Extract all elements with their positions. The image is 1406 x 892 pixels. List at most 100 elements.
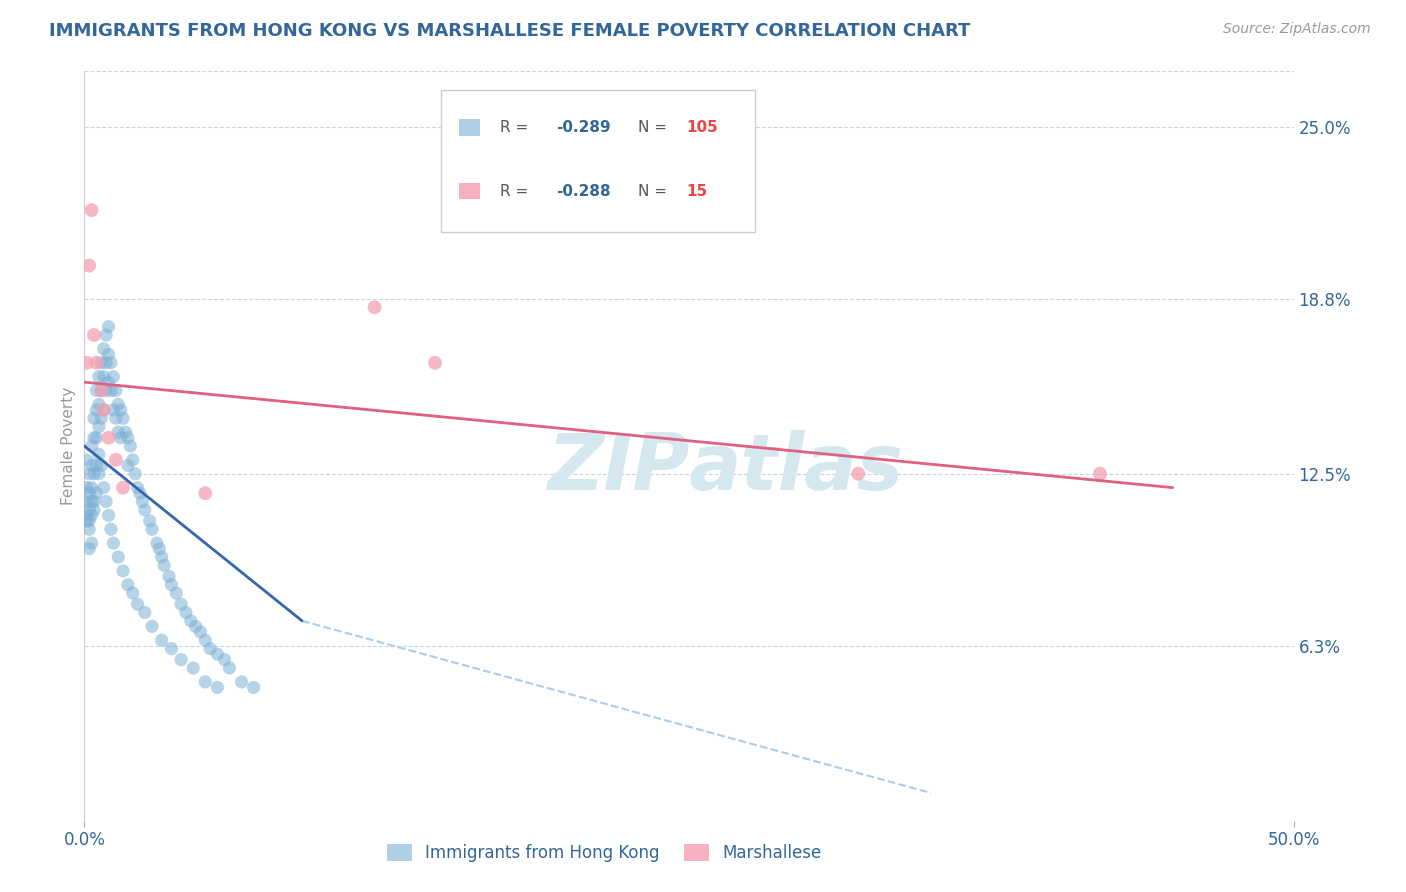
Bar [460,183,481,200]
Point [150,549,173,564]
Point [231,674,253,689]
Point [97,319,120,334]
Text: 105: 105 [686,120,718,135]
Point [76,494,98,508]
Point [86,486,108,500]
Point [90,384,112,398]
Point [100,356,122,370]
Point [146,536,169,550]
Point [181,661,204,675]
Text: IMMIGRANTS FROM HONG KONG VS MARSHALLESE FEMALE POVERTY CORRELATION CHART: IMMIGRANTS FROM HONG KONG VS MARSHALLESE… [49,22,970,40]
Text: Source: ZipAtlas.com: Source: ZipAtlas.com [1223,22,1371,37]
Point [83,328,105,343]
Text: N =: N = [638,184,672,199]
Point [117,458,139,473]
Point [165,586,187,600]
Point [76,356,98,370]
Point [100,384,122,398]
Point [90,411,112,425]
Point [93,403,115,417]
Text: R =: R = [501,184,533,199]
Point [80,439,103,453]
Point [121,453,143,467]
Point [93,369,115,384]
Point [80,494,103,508]
Point [153,558,176,573]
Point [80,508,103,523]
Point [76,481,98,495]
Point [112,481,135,495]
Point [94,384,117,398]
Point [104,411,127,425]
Point [80,203,103,218]
Point [207,647,229,661]
Point [174,606,197,620]
Point [110,403,132,417]
Point [112,411,135,425]
Point [107,397,129,411]
Text: -0.288: -0.288 [555,184,610,199]
Point [194,633,217,648]
Point [97,375,120,389]
Point [76,508,98,523]
Point [184,619,207,633]
Text: R =: R = [501,120,533,135]
Text: ZIP: ZIP [547,431,689,507]
Point [87,397,110,411]
Point [97,431,120,445]
Point [141,522,163,536]
Point [86,458,108,473]
Point [160,578,183,592]
Point [134,606,156,620]
Point [94,356,117,370]
Point [120,439,142,453]
Point [242,681,264,695]
Point [138,514,160,528]
Point [87,467,110,481]
Point [180,614,202,628]
Point [121,586,143,600]
Point [100,522,122,536]
Point [131,494,153,508]
Y-axis label: Female Poverty: Female Poverty [60,387,76,505]
Point [218,661,240,675]
Point [103,536,125,550]
Point [83,411,105,425]
Point [87,369,110,384]
Point [86,384,108,398]
Point [83,467,105,481]
Point [117,578,139,592]
Text: -0.289: -0.289 [555,120,610,135]
Point [103,403,125,417]
Text: 15: 15 [686,184,707,199]
Point [87,447,110,461]
Point [114,425,136,439]
Point [112,564,135,578]
Point [97,347,120,361]
Text: N =: N = [638,120,672,135]
Point [1088,467,1111,481]
Point [117,431,139,445]
Point [77,522,100,536]
Point [77,503,100,517]
Point [107,549,129,564]
Point [90,356,112,370]
Point [77,259,100,273]
Point [148,541,170,556]
Point [93,342,115,356]
Point [90,384,112,398]
Point [214,653,236,667]
Point [77,486,100,500]
Point [170,597,193,611]
Point [103,369,125,384]
Point [94,494,117,508]
Point [104,384,127,398]
Point [104,453,127,467]
Point [127,597,149,611]
Point [846,467,869,481]
FancyBboxPatch shape [441,90,755,233]
Point [157,569,180,583]
Point [160,641,183,656]
Point [94,328,117,343]
Point [86,403,108,417]
